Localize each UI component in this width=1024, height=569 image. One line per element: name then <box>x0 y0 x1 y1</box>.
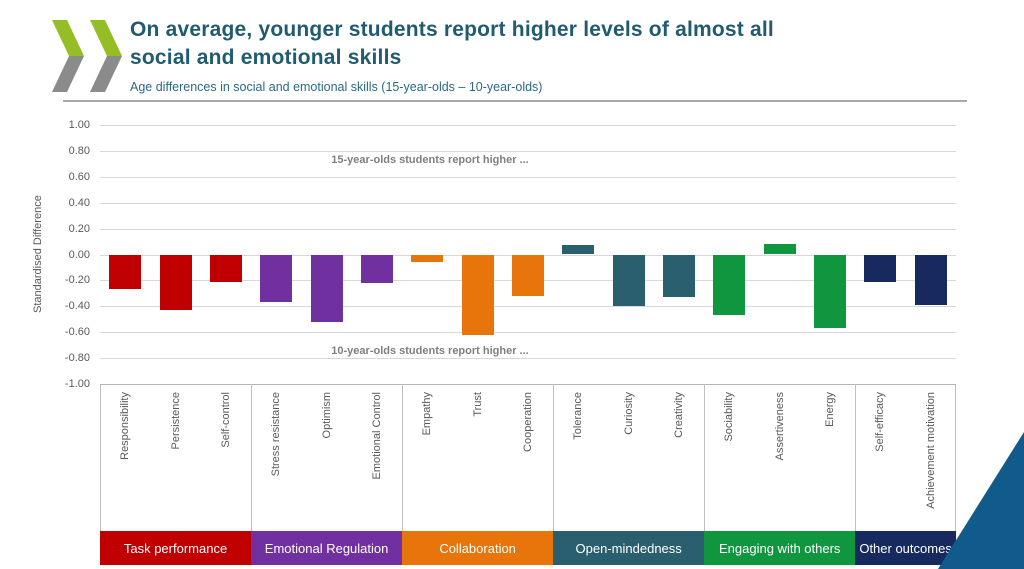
bar-cooperation <box>512 254 544 296</box>
group-band-collaboration: Collaboration <box>402 531 554 565</box>
bar-trust <box>461 254 494 335</box>
x-label-empathy: Empathy <box>402 392 452 523</box>
bar-sociability <box>713 254 746 316</box>
group-separator <box>553 384 555 531</box>
group-band-engaging-with-others: Engaging with others <box>704 531 856 565</box>
skill-label: Emotional Control <box>370 392 383 480</box>
page-title-line1: On average, younger students report high… <box>130 18 774 41</box>
page-title-line2: social and emotional skills <box>130 46 402 69</box>
x-label-responsibility: Responsibility <box>100 392 150 523</box>
skill-label: Tolerance <box>572 392 585 440</box>
y-tick-label: 1.00 <box>68 119 90 131</box>
x-axis-labels: Responsibility Persistence Self-control Str… <box>100 384 956 531</box>
group-separator <box>855 384 857 531</box>
bar-empathy <box>411 254 444 263</box>
group-separator <box>100 384 101 531</box>
skill-label: Energy <box>824 392 837 427</box>
group-separator <box>955 384 956 531</box>
gridline <box>100 150 956 152</box>
x-label-self-efficacy: Self-efficacy <box>855 392 905 523</box>
bar-achievement-motivation <box>914 254 947 305</box>
x-label-stress-resistance: Stress resistance <box>251 392 301 523</box>
bar-creativity <box>663 254 696 298</box>
x-label-assertiveness: Assertiveness <box>755 392 805 523</box>
y-tick-label: -0.20 <box>64 274 90 287</box>
skill-label: Sociability <box>723 392 736 442</box>
gridline <box>100 176 956 178</box>
bar-energy <box>814 254 847 329</box>
chart-subtitle: Age differences in social and emotional … <box>130 80 543 94</box>
header-divider <box>63 100 967 102</box>
bar-optimism <box>310 254 343 322</box>
annotation-negative: 10-year-olds students report higher ... <box>331 345 529 357</box>
gridline <box>100 306 956 308</box>
group-band-task-performance: Task performance <box>100 531 252 565</box>
skill-label: Optimism <box>320 392 333 439</box>
plot-area: 15-year-olds students report higher ... … <box>100 125 956 385</box>
gridline <box>100 358 956 360</box>
bar-responsibility <box>109 254 142 290</box>
annotation-positive: 15-year-olds students report higher ... <box>331 154 529 166</box>
group-band-other-outcomes: Other outcomes <box>855 531 956 565</box>
x-label-optimism: Optimism <box>301 392 351 523</box>
corner-triangle <box>938 432 1024 569</box>
oecd-chevrons-logo <box>52 20 122 92</box>
group-separator <box>402 384 404 531</box>
gridline <box>100 384 956 385</box>
group-band-open-mindedness: Open-mindedness <box>553 531 705 565</box>
chevron-right-icon <box>90 20 122 92</box>
y-tick-label: 0.00 <box>68 248 90 261</box>
x-label-self-control: Self-control <box>201 392 251 523</box>
y-tick-label: 0.60 <box>68 170 90 183</box>
gridline <box>100 202 956 204</box>
y-tick-label: -0.60 <box>64 326 90 339</box>
skill-label: Persistence <box>169 392 182 450</box>
bar-self-efficacy <box>864 254 897 282</box>
y-tick-label: 0.20 <box>68 222 90 235</box>
skill-label: Self-control <box>219 392 232 448</box>
group-separator <box>704 384 706 531</box>
gridline <box>100 228 956 230</box>
skill-label: Self-efficacy <box>874 392 887 452</box>
y-tick-label: -0.40 <box>64 300 90 313</box>
skill-label: Empathy <box>421 392 434 436</box>
x-label-sociability: Sociability <box>704 392 754 523</box>
page-title: On average, younger students report high… <box>130 16 990 72</box>
x-label-persistence: Persistence <box>150 392 200 523</box>
skill-label: Curiosity <box>622 392 635 435</box>
skill-label: Cooperation <box>521 392 534 452</box>
gridline <box>100 332 956 334</box>
x-label-curiosity: Curiosity <box>604 392 654 523</box>
group-separator <box>251 384 253 531</box>
y-tick-label: -0.80 <box>64 352 90 365</box>
chevron-left-icon <box>52 20 84 92</box>
y-tick-label: -1.00 <box>64 378 90 390</box>
group-bands: Task performance Emotional Regulation Coll… <box>100 531 956 565</box>
skill-label: Creativity <box>673 392 686 438</box>
gridline <box>100 125 956 126</box>
bar-tolerance <box>562 245 595 255</box>
y-tick-label: 0.80 <box>68 144 90 157</box>
y-axis-ticks: 1.00 0.80 0.60 0.40 0.20 0.00 -0.20 -0.40 -0.60 -… <box>48 119 90 390</box>
skill-label: Assertiveness <box>773 392 786 461</box>
bar-persistence <box>159 254 192 311</box>
y-axis-title: Standardised Difference <box>32 195 44 314</box>
bar-assertiveness <box>763 244 796 255</box>
x-label-cooperation: Cooperation <box>503 392 553 523</box>
bar-self-control <box>209 254 242 282</box>
group-band-emotional-regulation: Emotional Regulation <box>251 531 403 565</box>
y-tick-label: 0.40 <box>68 196 90 209</box>
x-label-creativity: Creativity <box>654 392 704 523</box>
x-label-tolerance: Tolerance <box>553 392 603 523</box>
x-label-emotional-control: Emotional Control <box>352 392 402 523</box>
bar-stress-resistance <box>260 254 293 303</box>
x-label-trust: Trust <box>452 392 502 523</box>
skill-label: Responsibility <box>119 392 132 460</box>
skill-label: Stress resistance <box>270 392 283 477</box>
skill-label: Trust <box>471 392 484 417</box>
x-label-energy: Energy <box>805 392 855 523</box>
bar-curiosity <box>612 254 645 307</box>
bar-emotional-control <box>360 254 393 283</box>
